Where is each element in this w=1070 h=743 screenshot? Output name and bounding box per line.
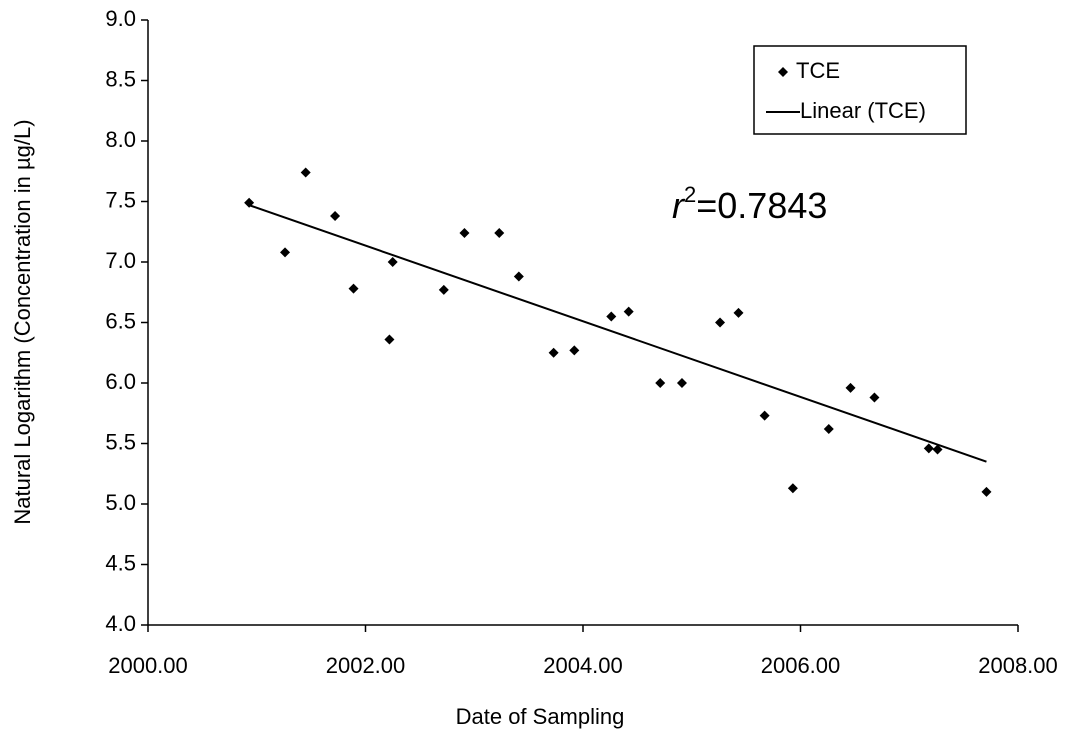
data-point (387, 257, 398, 267)
y-tick-label: 9.0 (105, 6, 136, 31)
data-point (787, 483, 798, 494)
trend-line (248, 204, 987, 463)
x-tick-label: 2006.00 (761, 653, 841, 678)
data-point (733, 307, 744, 318)
legend-label: TCE (796, 58, 840, 83)
data-point (494, 227, 505, 238)
x-tick-label: 2004.00 (543, 653, 623, 678)
annotation-r: r (672, 185, 686, 226)
y-tick-label: 6.5 (105, 308, 136, 333)
y-tick-label: 7.0 (105, 248, 136, 273)
data-point (759, 410, 770, 421)
y-tick-label: 7.5 (105, 187, 136, 212)
data-point (348, 283, 359, 294)
x-tick-label: 2008.00 (978, 653, 1058, 678)
y-tick-label: 8.5 (105, 66, 136, 91)
annotation-value: =0.7843 (696, 185, 827, 226)
data-point (384, 334, 395, 345)
data-point (981, 486, 992, 497)
annotation: r2=0.7843 (672, 182, 827, 226)
legend-label: Linear (TCE) (800, 98, 926, 123)
x-axis-title: Date of Sampling (456, 704, 625, 729)
data-point (715, 317, 726, 328)
data-point (438, 284, 449, 295)
y-tick-label: 4.5 (105, 550, 136, 575)
y-tick-label: 4.0 (105, 611, 136, 636)
y-tick-label: 5.5 (105, 429, 136, 454)
data-point (606, 311, 617, 322)
y-axis-title: Natural Logarithm (Concentration in µg/L… (10, 119, 35, 524)
annotation-exp: 2 (684, 182, 696, 207)
data-point (548, 347, 559, 358)
data-point (623, 306, 634, 317)
data-point (923, 443, 934, 454)
x-tick-label: 2000.00 (108, 653, 188, 678)
data-point (655, 378, 666, 388)
data-point (869, 392, 880, 403)
legend-box (753, 45, 967, 135)
data-point (280, 247, 291, 258)
data-point (459, 227, 470, 238)
y-tick-label: 5.0 (105, 490, 136, 515)
data-point (932, 444, 943, 455)
data-point (569, 345, 580, 356)
data-point (330, 211, 341, 222)
legend-marker (778, 67, 788, 77)
y-tick-label: 6.0 (105, 369, 136, 394)
data-point (845, 382, 856, 393)
x-tick-label: 2002.00 (326, 653, 406, 678)
data-point (513, 271, 524, 282)
data-point (823, 423, 834, 434)
data-point (300, 167, 311, 178)
data-point (676, 378, 687, 388)
y-tick-label: 8.0 (105, 127, 136, 152)
